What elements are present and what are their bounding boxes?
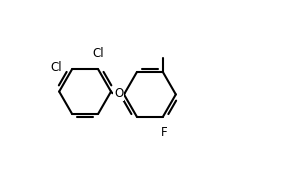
Text: F: F xyxy=(161,126,168,139)
Text: Cl: Cl xyxy=(92,47,104,60)
Text: Cl: Cl xyxy=(50,61,62,74)
Text: O: O xyxy=(114,87,123,100)
